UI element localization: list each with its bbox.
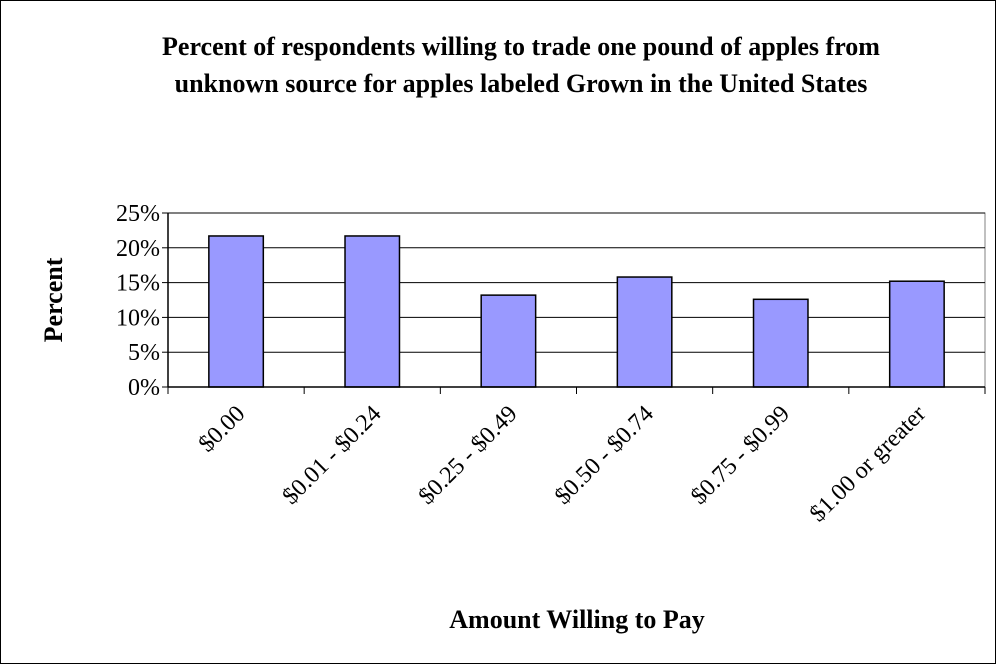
bar [888,280,945,388]
y-tick-label: 5% [128,340,160,366]
y-tick-label: 15% [116,271,160,297]
y-tick-label: 0% [128,375,160,401]
bar [208,235,265,388]
y-tick-label: 10% [116,305,160,331]
y-tick-label: 20% [116,236,160,262]
chart-title: Percent of respondents willing to trade … [162,32,880,98]
bar [344,235,401,388]
bar [616,276,673,388]
bar [480,294,537,388]
plot-area [167,212,986,388]
y-axis-label: Percent [39,257,68,342]
bar [752,298,809,388]
x-axis-label: Amount Willing to Pay [449,605,704,634]
y-tick-label: 25% [116,201,160,227]
